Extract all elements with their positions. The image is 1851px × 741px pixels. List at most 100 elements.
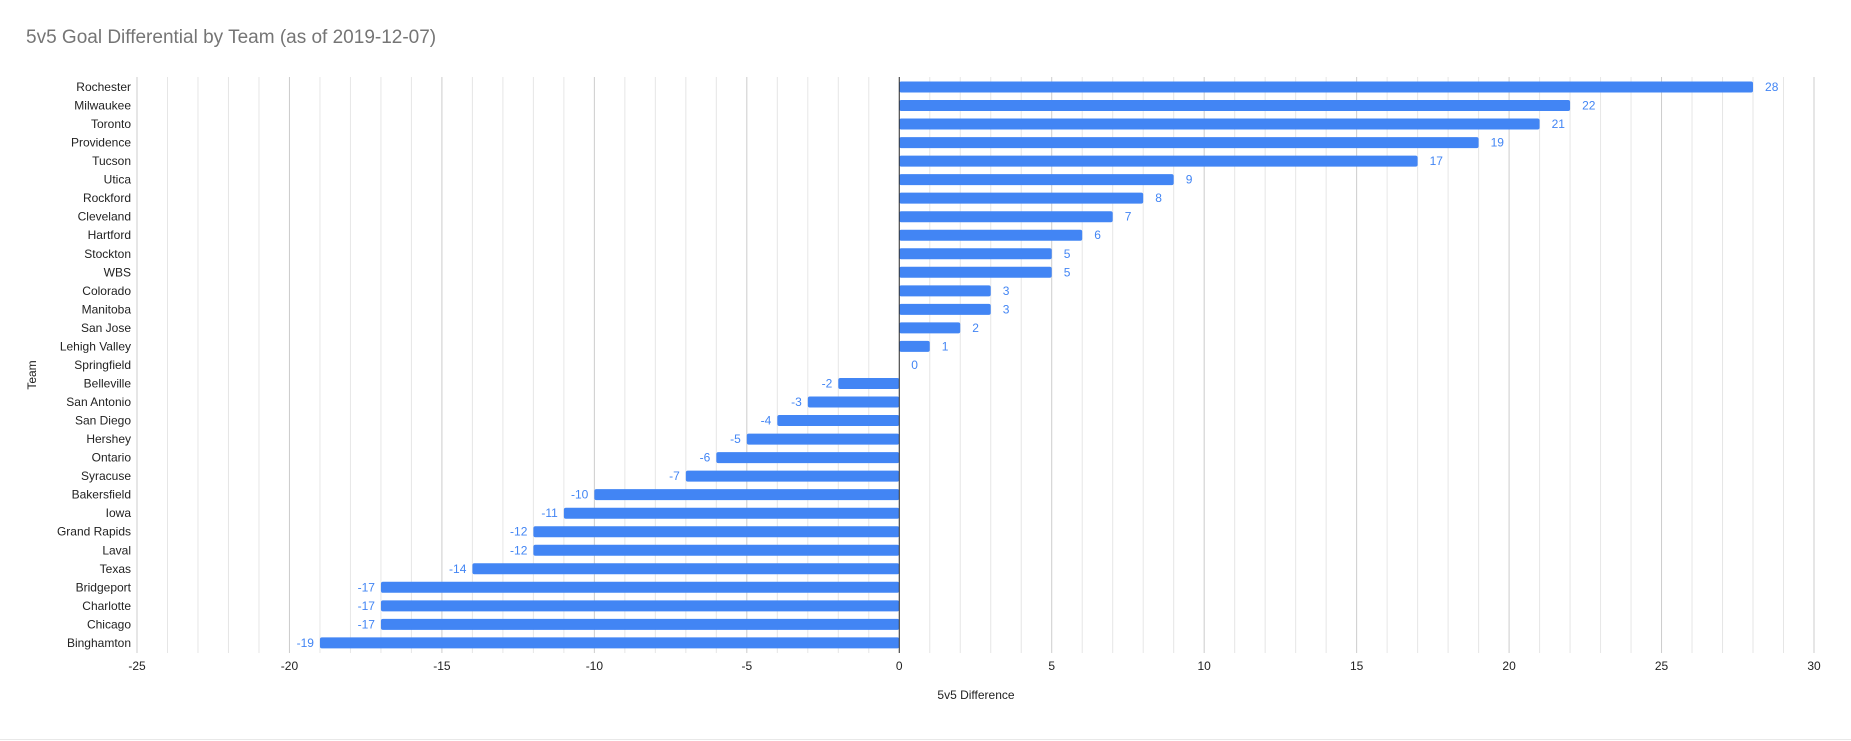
category-label: Iowa xyxy=(106,506,132,520)
value-label: 2 xyxy=(972,321,979,335)
bar[interactable] xyxy=(533,526,900,538)
bar[interactable] xyxy=(899,137,1479,149)
category-label: Chicago xyxy=(87,617,131,631)
value-label: -17 xyxy=(358,580,376,594)
bar[interactable] xyxy=(380,600,900,612)
x-axis-title: 5v5 Difference xyxy=(937,688,1014,702)
bar[interactable] xyxy=(685,470,900,482)
value-label: -19 xyxy=(297,636,315,650)
category-label: Providence xyxy=(71,136,131,150)
gridlines xyxy=(136,77,1815,653)
bar[interactable] xyxy=(899,340,930,352)
category-label: Springfield xyxy=(74,358,131,372)
category-label: San Jose xyxy=(81,321,131,335)
chart-title: 5v5 Goal Differential by Team (as of 201… xyxy=(26,27,437,48)
bars xyxy=(319,81,1754,649)
bar[interactable] xyxy=(899,211,1113,223)
bar[interactable] xyxy=(899,303,991,315)
category-labels: Rochester Milwaukee Toronto Providence Tucso… xyxy=(57,80,132,650)
category-label: Milwaukee xyxy=(74,99,131,113)
category-label: Colorado xyxy=(82,284,131,298)
category-label: Utica xyxy=(104,173,132,187)
bar[interactable] xyxy=(807,396,900,408)
category-label: Rockford xyxy=(83,191,131,205)
category-label: Bridgeport xyxy=(76,580,132,594)
bar[interactable] xyxy=(746,433,900,445)
x-tick-label: -10 xyxy=(586,659,604,673)
value-label: -6 xyxy=(700,451,711,465)
x-tick-label: 30 xyxy=(1807,659,1821,673)
value-label: -11 xyxy=(541,506,558,520)
bar[interactable] xyxy=(899,174,1174,186)
bar[interactable] xyxy=(899,118,1540,130)
value-label: 5 xyxy=(1064,247,1071,261)
category-label: Stockton xyxy=(84,247,131,261)
bar[interactable] xyxy=(899,248,1052,260)
bar[interactable] xyxy=(594,489,900,501)
value-label: 22 xyxy=(1582,99,1596,113)
value-label: -5 xyxy=(730,432,741,446)
category-label: Charlotte xyxy=(82,599,131,613)
category-label: Grand Rapids xyxy=(57,525,131,539)
bar[interactable] xyxy=(899,229,1083,241)
value-label: -17 xyxy=(358,617,376,631)
bar[interactable] xyxy=(563,507,900,519)
value-label: 21 xyxy=(1552,117,1566,131)
bar[interactable] xyxy=(472,563,900,575)
x-tick-labels: -25 -20 -15 -10 -5 0 5 10 15 20 25 30 xyxy=(128,659,1821,673)
bar[interactable] xyxy=(899,81,1754,93)
bar[interactable] xyxy=(899,285,991,297)
value-label: 9 xyxy=(1186,173,1193,187)
bar[interactable] xyxy=(716,452,900,464)
value-label: -2 xyxy=(822,376,833,390)
bar[interactable] xyxy=(380,581,900,593)
x-tick-label: -25 xyxy=(128,659,146,673)
value-label: 3 xyxy=(1003,284,1010,298)
value-label: 1 xyxy=(942,339,949,353)
category-label: Laval xyxy=(102,543,131,557)
value-label: -7 xyxy=(669,469,680,483)
category-label: Texas xyxy=(100,562,131,576)
x-tick-label: 20 xyxy=(1502,659,1516,673)
bar[interactable] xyxy=(899,192,1144,204)
bar[interactable] xyxy=(533,544,900,556)
value-label: -14 xyxy=(449,562,467,576)
category-label: WBS xyxy=(104,265,131,279)
value-label: -17 xyxy=(358,599,376,613)
x-tick-label: 10 xyxy=(1198,659,1212,673)
bottom-divider xyxy=(0,739,1851,740)
bar[interactable] xyxy=(899,322,961,334)
value-label: 6 xyxy=(1094,228,1101,242)
value-label: 8 xyxy=(1155,191,1162,205)
bar[interactable] xyxy=(380,618,900,630)
bar[interactable] xyxy=(777,415,900,427)
bar[interactable] xyxy=(899,100,1571,112)
category-label: Rochester xyxy=(76,80,131,94)
value-label: 19 xyxy=(1491,136,1505,150)
category-label: Cleveland xyxy=(78,210,131,224)
category-label: Lehigh Valley xyxy=(60,339,131,353)
bar[interactable] xyxy=(899,266,1052,278)
value-label: -3 xyxy=(791,395,802,409)
category-label: Hershey xyxy=(86,432,131,446)
category-label: San Antonio xyxy=(66,395,131,409)
bar[interactable] xyxy=(319,637,900,649)
value-label: 5 xyxy=(1064,265,1071,279)
category-label: San Diego xyxy=(75,414,131,428)
x-tick-label: 25 xyxy=(1655,659,1669,673)
y-axis-title: Team xyxy=(25,360,39,389)
x-tick-label: -20 xyxy=(281,659,299,673)
value-label: 17 xyxy=(1430,154,1444,168)
category-label: Hartford xyxy=(88,228,131,242)
value-label: -12 xyxy=(510,543,528,557)
category-label: Belleville xyxy=(84,376,132,390)
value-label: 3 xyxy=(1003,302,1010,316)
x-tick-label: 0 xyxy=(896,659,903,673)
bar[interactable] xyxy=(838,377,900,389)
value-label: 0 xyxy=(911,358,918,372)
x-tick-label: 15 xyxy=(1350,659,1364,673)
category-label: Tucson xyxy=(92,154,131,168)
bar[interactable] xyxy=(899,155,1418,167)
value-label: -4 xyxy=(761,414,772,428)
